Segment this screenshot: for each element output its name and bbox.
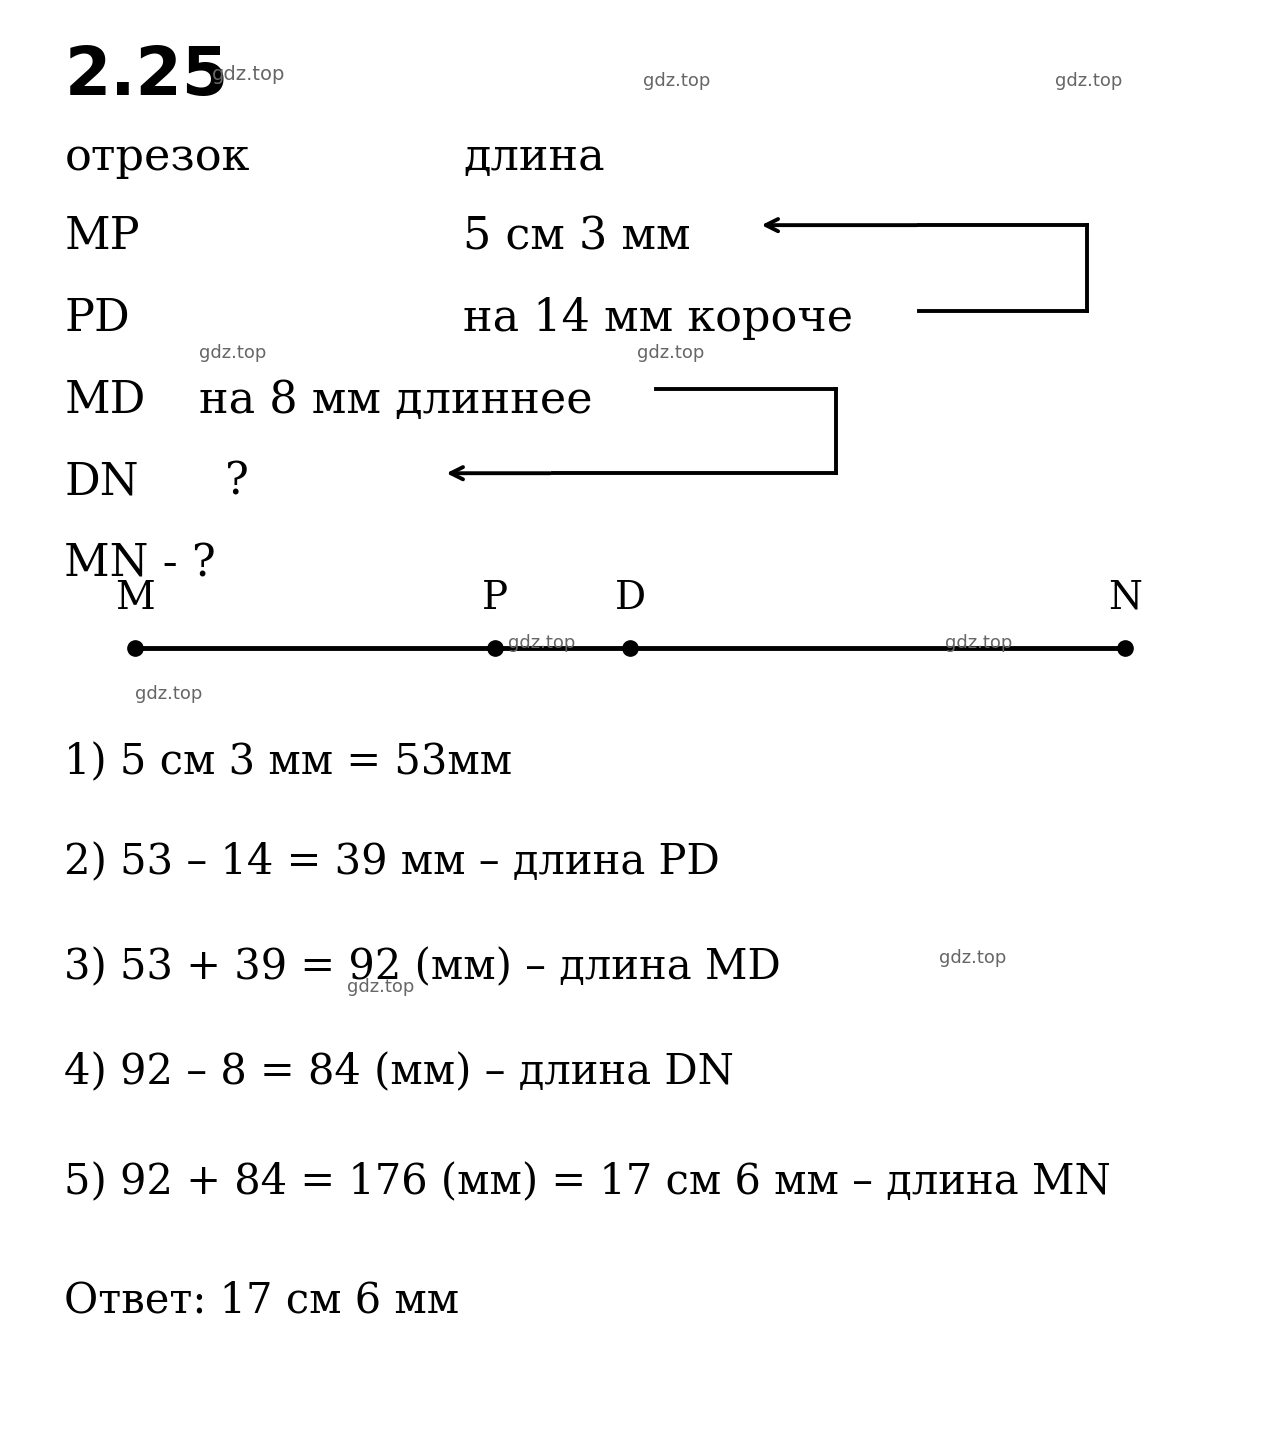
Text: D: D [615,579,646,617]
Text: MN - ?: MN - ? [64,542,216,585]
Text: N: N [1109,579,1142,617]
Text: DN: DN [64,460,139,503]
Text: gdz.top: gdz.top [135,685,202,704]
Text: P: P [482,579,508,617]
Text: длина: длина [463,136,604,179]
Text: 1) 5 см 3 мм = 53мм: 1) 5 см 3 мм = 53мм [64,741,512,783]
Text: gdz.top: gdz.top [508,634,575,652]
Text: на 8 мм длиннее: на 8 мм длиннее [199,379,593,422]
Text: 5 см 3 мм: 5 см 3 мм [463,215,691,258]
Text: 4) 92 – 8 = 84 (мм) – длина DN: 4) 92 – 8 = 84 (мм) – длина DN [64,1051,734,1093]
Text: PD: PD [64,297,130,340]
Text: 5) 92 + 84 = 176 (мм) = 17 см 6 мм – длина MN: 5) 92 + 84 = 176 (мм) = 17 см 6 мм – дли… [64,1162,1111,1203]
Text: ?: ? [225,460,249,503]
Text: на 14 мм короче: на 14 мм короче [463,297,853,340]
Text: 2) 53 – 14 = 39 мм – длина PD: 2) 53 – 14 = 39 мм – длина PD [64,842,720,883]
Text: gdz.top: gdz.top [637,344,703,363]
Text: gdz.top: gdz.top [939,949,1006,968]
Text: gdz.top: gdz.top [347,978,414,997]
Text: 3) 53 + 39 = 92 (мм) – длина MD: 3) 53 + 39 = 92 (мм) – длина MD [64,946,781,988]
Text: gdz.top: gdz.top [945,634,1012,652]
Text: gdz.top: gdz.top [643,72,710,90]
Text: gdz.top: gdz.top [212,65,285,83]
Text: MP: MP [64,215,140,258]
Text: gdz.top: gdz.top [1055,72,1121,90]
Text: 2.25: 2.25 [64,43,229,109]
Text: gdz.top: gdz.top [199,344,266,363]
Text: Ответ: 17 см 6 мм: Ответ: 17 см 6 мм [64,1279,459,1321]
Text: M: M [116,579,154,617]
Text: отрезок: отрезок [64,136,249,179]
Text: MD: MD [64,379,145,422]
